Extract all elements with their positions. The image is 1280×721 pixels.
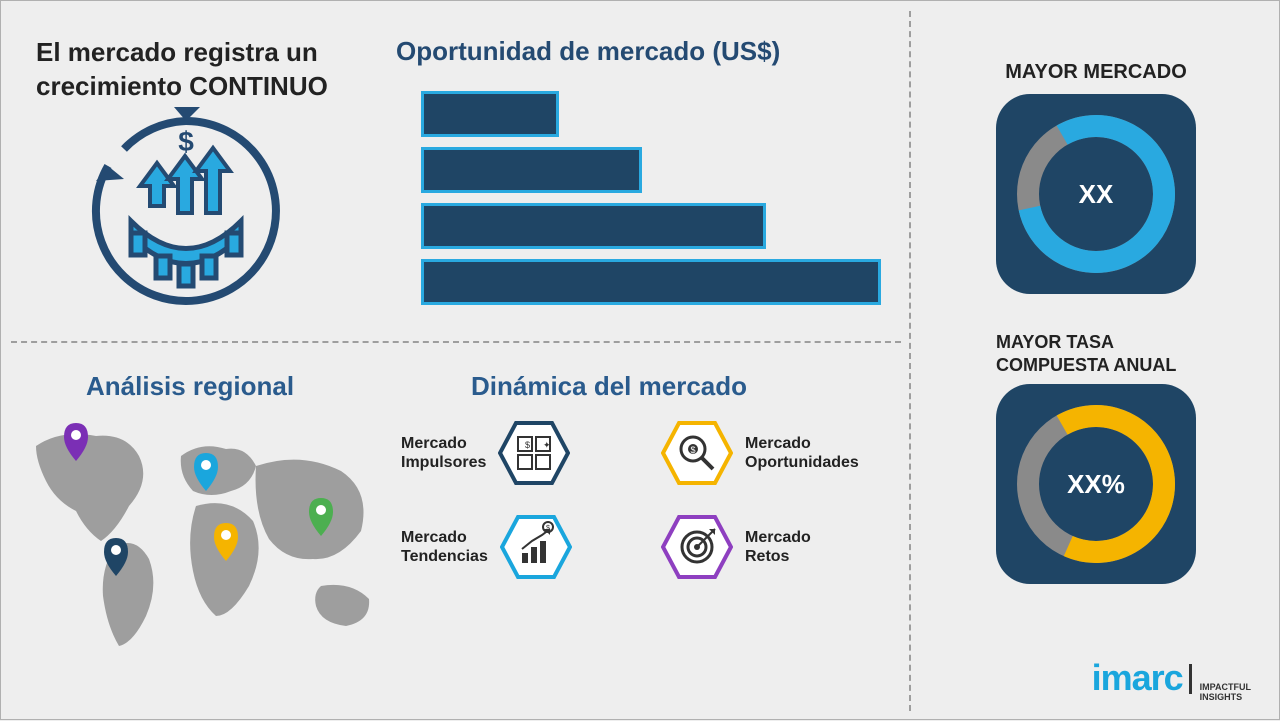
regional-title: Análisis regional	[86, 371, 294, 402]
dynamics-grid: MercadoImpulsores$✦$MercadoOportunidades…	[401, 421, 901, 579]
dynamics-label: MercadoTendencias	[401, 528, 488, 566]
svg-text:$: $	[178, 126, 194, 157]
opportunity-title: Oportunidad de mercado (US$)	[396, 36, 780, 67]
headline-line1: El mercado registra un	[36, 37, 318, 67]
svg-text:$: $	[690, 445, 695, 455]
headline-line2: crecimiento CONTINUO	[36, 71, 328, 101]
svg-text:$: $	[546, 525, 550, 532]
opportunity-bar	[421, 91, 559, 137]
world-map	[21, 411, 391, 661]
dynamics-label: MercadoRetos	[745, 528, 811, 566]
growth-icon: $	[76, 101, 296, 321]
svg-text:✦: ✦	[543, 440, 551, 450]
largest-market-card: XX	[996, 94, 1196, 294]
opportunity-bar	[421, 147, 642, 193]
largest-market-block: MAYOR MERCADO XX	[911, 61, 1280, 294]
brand-logo: imarc IMPACTFUL INSIGHTS	[1092, 657, 1251, 703]
hex-icon: $	[500, 515, 572, 579]
dynamics-item: MercadoImpulsores$✦	[401, 421, 641, 485]
highest-cagr-title: MAYOR TASA COMPUESTA ANUAL	[911, 331, 1280, 376]
hex-icon	[661, 515, 733, 579]
logo-text: imarc	[1092, 657, 1183, 699]
highest-cagr-value: XX%	[1067, 469, 1125, 500]
dynamics-item: MercadoTendencias $	[401, 515, 641, 579]
logo-tagline: IMPACTFUL INSIGHTS	[1200, 683, 1251, 703]
logo-divider	[1189, 664, 1192, 694]
dynamics-item: $ MercadoOportunidades	[661, 421, 901, 485]
highest-cagr-block: MAYOR TASA COMPUESTA ANUAL XX%	[911, 331, 1280, 584]
dynamics-title: Dinámica del mercado	[471, 371, 747, 402]
dynamics-item: MercadoRetos	[661, 515, 901, 579]
dynamics-label: MercadoImpulsores	[401, 434, 486, 472]
opportunity-bar	[421, 203, 766, 249]
horizontal-divider	[11, 341, 901, 343]
svg-text:$: $	[525, 440, 530, 450]
right-region: MAYOR MERCADO XX MAYOR TASA COMPUESTA AN…	[911, 1, 1280, 721]
opportunity-bar	[421, 259, 881, 305]
dynamics-label: MercadoOportunidades	[745, 434, 859, 472]
hex-icon: $✦	[498, 421, 570, 485]
largest-market-value: XX	[1079, 179, 1114, 210]
highest-cagr-card: XX%	[996, 384, 1196, 584]
hex-icon: $	[661, 421, 733, 485]
headline: El mercado registra un crecimiento CONTI…	[36, 36, 376, 104]
largest-market-title: MAYOR MERCADO	[911, 61, 1280, 84]
opportunity-bar-chart	[421, 91, 901, 315]
left-region: El mercado registra un crecimiento CONTI…	[1, 1, 911, 721]
